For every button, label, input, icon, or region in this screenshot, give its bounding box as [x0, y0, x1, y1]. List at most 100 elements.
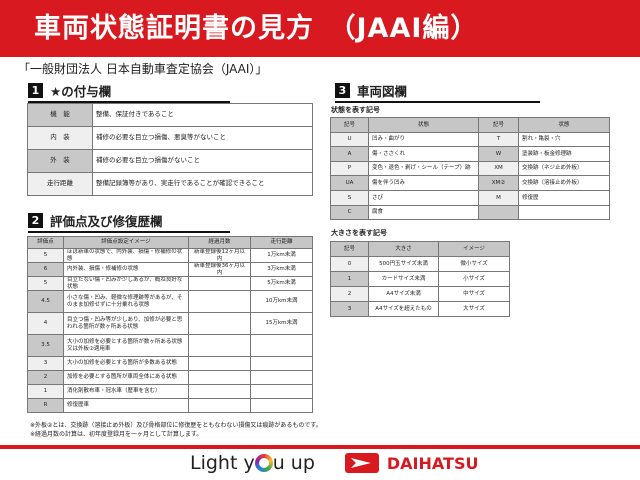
column-header: 記号	[330, 241, 369, 257]
table-cell	[250, 370, 313, 385]
table-cell: 新車登録後36ヶ月以内	[188, 262, 251, 277]
table-row: 3.5 大小の加修を必要とする箇所が数ヶ所ある状態又は外板②適用車	[27, 334, 313, 357]
table-row: 走行距離 整備記録簿等があり、実走行であることが確認できること	[27, 172, 313, 196]
table-cell: T	[478, 131, 519, 148]
section-title: 評価点及び修復歴欄	[50, 214, 163, 229]
table-cell: 小サイズ	[438, 271, 510, 287]
table-cell: 機 能	[27, 103, 93, 127]
table-cell	[188, 276, 251, 291]
table-cell: 中サイズ	[438, 286, 510, 302]
table-cell: 大サイズ	[438, 301, 510, 317]
table-row: R 修復歴車	[27, 398, 313, 413]
table-cell: 5万km未満	[250, 276, 313, 291]
table-cell: 走行距離	[27, 172, 93, 196]
table-cell: 3	[330, 301, 369, 317]
table-cell: 2	[27, 370, 64, 385]
table-row: 4 目立つ傷・凹み等が少しあり、加修が必要と思われる箇所が数ヶ所ある状態 15万km…	[27, 312, 313, 335]
table-row: 1 カードサイズ未満 小サイズ	[330, 271, 510, 287]
table-cell: 整備記録簿等があり、実走行であることが確認できること	[92, 172, 313, 196]
table-cell: 6	[27, 262, 64, 277]
column-header: イメージ	[438, 241, 510, 257]
table-row: UA 傷を伴う凹み XM② 交換跡（溶接止め外板）	[330, 175, 610, 191]
condition-caption: 状態を表す記号	[331, 106, 380, 114]
table-cell: 加修を必要とする箇所が車両全体にある状態	[63, 370, 189, 385]
daihatsu-mark-icon	[344, 453, 379, 473]
column-header: 大きさ	[368, 241, 439, 257]
column-header: 評価点	[27, 236, 64, 249]
table-cell	[188, 398, 251, 413]
table-row: 0 500円玉サイズ未満 微小サイズ	[330, 256, 510, 272]
table-cell: 修復歴	[518, 189, 610, 206]
table-cell: 500円玉サイズ未満	[368, 256, 439, 272]
table-cell: 5	[27, 276, 64, 291]
table-row: 2 A4サイズ未満 中サイズ	[330, 286, 510, 302]
section3-heading: 3 車両図欄	[335, 81, 540, 103]
table-cell	[188, 290, 251, 313]
header-row: 記号 大きさ イメージ	[330, 241, 510, 257]
divider	[0, 445, 640, 449]
table-cell	[188, 384, 251, 399]
table-cell: 消化剤散布車・冠水車（歴車を含む）	[63, 384, 189, 399]
note: ※経過月数の計算は、初年度登録月を一ヶ月として計算します。	[30, 431, 203, 438]
section-title: ★の付与欄	[50, 84, 112, 99]
table-cell: カードサイズ未満	[368, 271, 439, 287]
table-row: 内 装補修の必要な目立つ損傷、悪臭等がないこと	[27, 126, 313, 150]
table-cell: 大小の加修を必要とする箇所が多数ある状態	[63, 356, 189, 371]
organization-label: 「一般財団法人 日本自動車査定協会（JAAI）」	[18, 62, 268, 76]
table-cell: UA	[330, 175, 369, 191]
notes: ※外板②とは、交換跡（溶接止め外板）及び骨格部位に修復歴をともなわない損傷又は痕…	[30, 421, 322, 439]
table-row: 5 目立たない傷・凹みが少しあるが、概ね良好な状態 5万km未満	[27, 276, 313, 291]
table-cell: 腐食	[368, 204, 479, 221]
table-row: 3 大小の加修を必要とする箇所が多数ある状態	[27, 356, 313, 371]
note: ※外板②とは、交換跡（溶接止め外板）及び骨格部位に修復歴をともなわない損傷又は痕…	[30, 422, 322, 429]
table-row: P 変色・退色・剥げ・シール（テープ）跡 XM 交換跡（ネジ止め外板）	[330, 160, 610, 177]
table-cell: 1	[27, 384, 64, 399]
header-row: 評価点 評価点設定イメージ 経過月数 走行距離	[27, 236, 313, 249]
table-cell: 10万km未満	[250, 290, 313, 313]
section2-heading: 2 評価点及び修復歴欄	[28, 211, 230, 233]
table-cell: 補修の必要な目立つ損傷、悪臭等がないこと	[92, 126, 313, 150]
table-row: U 凹み・曲がり T 割れ・亀裂・穴	[330, 131, 610, 148]
table-cell: XM②	[478, 175, 519, 191]
table-cell: 3万km未満	[250, 262, 313, 277]
table-row: 4.5 小さな傷・凹み、軽微な修理跡等があるが、そのまま加修せずに十分乗れる状態 1…	[27, 290, 313, 313]
table-row: C 腐食	[330, 204, 610, 221]
table-row: 3 A4サイズを超えたもの 大サイズ	[330, 301, 510, 317]
condition-table: 記号 状態 記号 状態 U 凹み・曲がり T 割れ・亀裂・穴 A 傷・ささくれ W 塗装跡・板金修理跡…	[330, 117, 610, 221]
table-cell: 凹み・曲がり	[368, 131, 479, 148]
table-cell: A4サイズ未満	[368, 286, 439, 302]
table-cell: 1	[330, 271, 369, 287]
section-number: 1	[28, 83, 43, 98]
table-cell	[188, 334, 251, 357]
section1-heading: 1 ★の付与欄	[28, 81, 230, 103]
table-cell: 修復歴車	[63, 398, 189, 413]
table-cell: A	[330, 146, 369, 162]
table-cell: 目立つ傷・凹み等が少しあり、加修が必要と思われる箇所が数ヶ所ある状態	[63, 312, 189, 335]
table-cell	[518, 204, 610, 221]
table-cell: 内外装、損傷・修補修の状態	[63, 262, 189, 277]
column-header: 走行距離	[250, 236, 313, 249]
table-cell: C	[330, 204, 369, 221]
table-cell: 4	[27, 312, 64, 335]
page-title: 車両状態証明書の見方 （JAAI編）	[0, 0, 640, 57]
table-cell: 傷・ささくれ	[368, 146, 479, 162]
star-table: 機 能整備、保証付きであること内 装補修の必要な目立つ損傷、悪臭等がないこと外 …	[27, 103, 313, 196]
size-table: 記号 大きさ イメージ 0 500円玉サイズ未満 微小サイズ 1 カードサイズ未満 小サイズ 2 A…	[330, 241, 510, 317]
table-cell: A4サイズを超えたもの	[368, 301, 439, 317]
column-header: 経過月数	[188, 236, 251, 249]
table-row: S さび M 修復歴	[330, 189, 610, 206]
table-cell	[250, 384, 313, 399]
table-cell: 3	[27, 356, 64, 371]
table-cell: 1万km未満	[250, 248, 313, 263]
table-cell: R	[27, 398, 64, 413]
table-cell: 0	[330, 256, 369, 272]
table-cell: 交換跡（溶接止め外板）	[518, 175, 610, 191]
table-cell: 5	[27, 248, 64, 263]
table-cell: 目立たない傷・凹みが少しあるが、概ね良好な状態	[63, 276, 189, 291]
table-cell: 2	[330, 286, 369, 302]
table-cell	[188, 370, 251, 385]
table-cell: 大小の加修を必要とする箇所が数ヶ所ある状態又は外板②適用車	[63, 334, 189, 357]
table-cell: M	[478, 189, 519, 206]
column-header: 評価点設定イメージ	[63, 236, 189, 249]
